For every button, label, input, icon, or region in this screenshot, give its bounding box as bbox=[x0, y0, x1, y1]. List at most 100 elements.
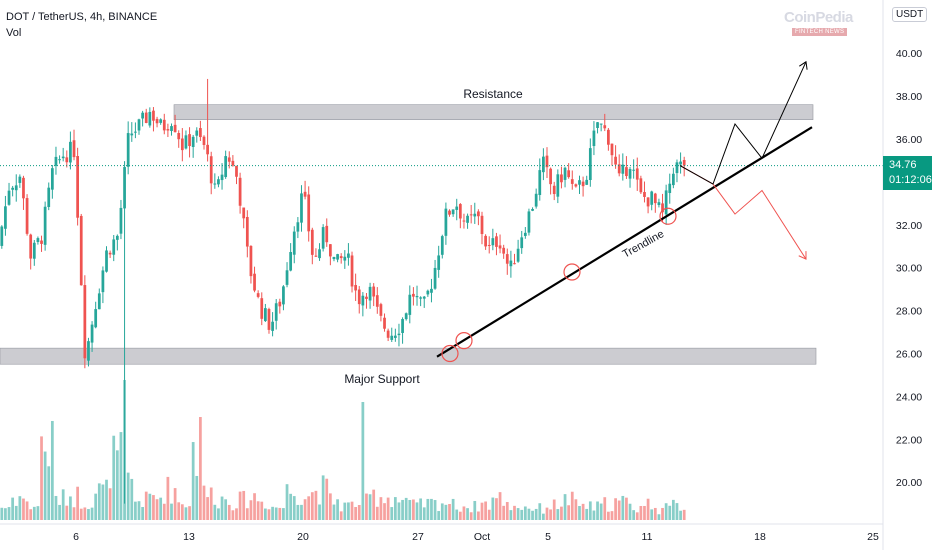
time-axis-tick-label: 13 bbox=[183, 531, 195, 543]
volume-bar bbox=[437, 511, 441, 520]
volume-bar bbox=[300, 504, 303, 520]
volume-bar bbox=[292, 496, 296, 520]
volume-bar bbox=[357, 505, 361, 520]
candle-body bbox=[231, 160, 235, 166]
candle-body bbox=[220, 174, 224, 181]
currency-button[interactable]: USDT bbox=[892, 7, 928, 22]
volume-bar bbox=[599, 503, 603, 520]
volume-bar bbox=[61, 489, 65, 520]
volume-bar bbox=[560, 506, 563, 520]
volume-bar bbox=[134, 501, 137, 520]
volume-bar bbox=[372, 489, 376, 520]
volume-bar bbox=[206, 497, 209, 520]
volume-bar bbox=[296, 504, 300, 520]
volume-bar bbox=[588, 501, 592, 520]
trendline-label: Trendline bbox=[621, 228, 667, 261]
bearish-scenario-path bbox=[679, 165, 807, 260]
candle-body bbox=[368, 286, 372, 301]
volume-bar bbox=[119, 432, 123, 520]
candle-body bbox=[422, 296, 426, 299]
candle-body bbox=[578, 180, 581, 185]
candle-body bbox=[253, 273, 256, 291]
volume-bar bbox=[238, 491, 242, 520]
circled-low-marker bbox=[455, 332, 473, 350]
volume-bar bbox=[484, 501, 487, 520]
volume-bar bbox=[184, 507, 188, 520]
volume-bar bbox=[397, 502, 401, 520]
volume-bar bbox=[422, 507, 426, 520]
candle-body bbox=[675, 162, 679, 174]
candle-body bbox=[516, 248, 520, 262]
volume-bar bbox=[621, 495, 625, 520]
candle-body bbox=[523, 232, 527, 236]
candle-body bbox=[285, 270, 289, 285]
candle-body bbox=[321, 227, 325, 249]
volume-bar bbox=[173, 488, 177, 520]
candle-body bbox=[173, 124, 177, 133]
volume-bar bbox=[603, 497, 607, 520]
candle-body bbox=[155, 118, 159, 124]
volume-bar bbox=[664, 503, 668, 520]
candle-body bbox=[50, 168, 54, 190]
candle-body bbox=[639, 178, 643, 193]
candle-body bbox=[415, 295, 419, 298]
volume-bar bbox=[321, 475, 325, 520]
candle-body bbox=[361, 295, 365, 306]
volume-bar bbox=[498, 492, 502, 520]
volume-bar bbox=[4, 508, 7, 520]
volume-bar bbox=[480, 502, 484, 520]
volume-bar bbox=[567, 505, 571, 520]
candle-body bbox=[509, 260, 513, 267]
volume-bar bbox=[527, 508, 531, 520]
candle-body bbox=[458, 204, 462, 219]
candle-body bbox=[87, 341, 90, 361]
candle-body bbox=[101, 270, 105, 293]
volume-bar bbox=[177, 502, 181, 520]
candle-body bbox=[607, 129, 610, 145]
volume-bar bbox=[462, 506, 466, 520]
volume-bar bbox=[390, 507, 394, 520]
volume-bar bbox=[126, 472, 130, 520]
candle-body bbox=[108, 252, 112, 255]
volume-bar bbox=[170, 503, 173, 520]
candle-body bbox=[393, 335, 397, 338]
volume-bar bbox=[513, 505, 516, 520]
candle-body bbox=[354, 285, 358, 291]
volume-bar bbox=[148, 493, 152, 520]
volume-bar bbox=[393, 497, 397, 520]
volume-bar bbox=[227, 504, 231, 520]
candle-body bbox=[141, 112, 144, 119]
volume-bar bbox=[271, 506, 274, 520]
volume-bar bbox=[516, 508, 520, 520]
volume-bar bbox=[607, 511, 610, 520]
candle-body bbox=[412, 293, 415, 297]
volume-bar bbox=[260, 501, 264, 520]
candle-body bbox=[134, 131, 137, 133]
volume-bar bbox=[144, 491, 148, 520]
volume-bar bbox=[202, 485, 206, 520]
volume-bar bbox=[47, 466, 51, 520]
candle-body bbox=[292, 231, 296, 255]
candle-body bbox=[267, 309, 271, 330]
volume-bar bbox=[477, 511, 480, 520]
candle-body bbox=[621, 164, 625, 174]
candle-body bbox=[274, 303, 278, 321]
volume-bar bbox=[523, 506, 527, 520]
candle-body bbox=[282, 286, 285, 305]
volume-bar bbox=[375, 506, 379, 520]
bearish-arrowhead bbox=[798, 251, 807, 260]
candle-body bbox=[484, 235, 487, 247]
volume-bar bbox=[22, 498, 25, 520]
volume-bar bbox=[585, 508, 589, 520]
volume-bar bbox=[509, 510, 513, 520]
volume-bar bbox=[137, 501, 141, 520]
candle-body bbox=[635, 168, 639, 180]
candle-body bbox=[520, 237, 524, 249]
candle-body bbox=[487, 244, 491, 246]
candle-body bbox=[227, 157, 231, 162]
candle-body bbox=[538, 170, 542, 196]
volume-bar bbox=[415, 502, 419, 520]
candle-body bbox=[217, 179, 220, 185]
